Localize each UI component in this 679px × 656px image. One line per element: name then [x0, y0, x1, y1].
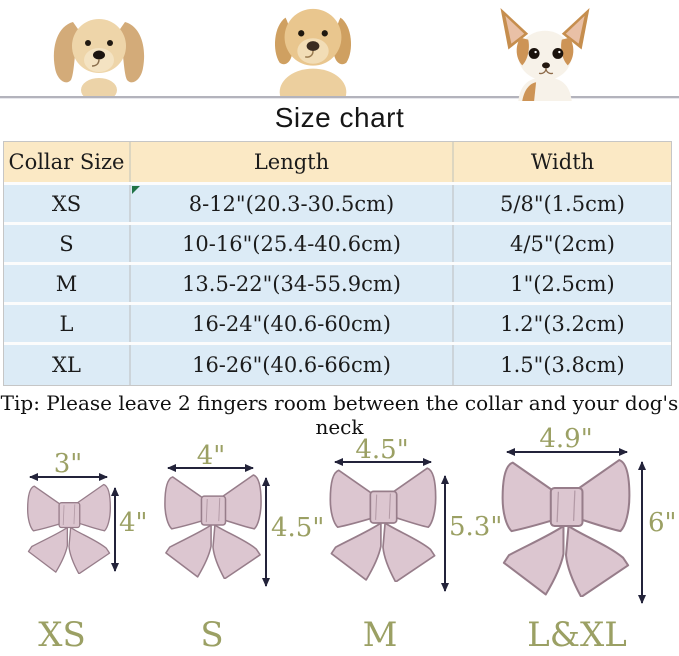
- height-dimension-label: 6": [648, 508, 677, 538]
- height-arrow-s: [261, 477, 270, 587]
- cell-length: 16-26"(40.6-66cm): [131, 345, 454, 385]
- cell-comment-marker: [132, 186, 140, 194]
- horizontal-divider: [0, 96, 679, 99]
- bow-size-label: XS: [38, 615, 86, 655]
- bow-size-label: M: [362, 615, 398, 655]
- cell-length: 13.5-22"(34-55.9cm): [131, 265, 454, 302]
- height-dimension-label: 4.5": [271, 513, 325, 543]
- size-table: Collar Size Length Width XS 8-12"(20.3-3…: [3, 141, 672, 386]
- height-arrow-lxl: [637, 461, 646, 604]
- table-row: XS 8-12"(20.3-30.5cm) 5/8"(1.5cm): [4, 185, 671, 225]
- cell-size: L: [4, 305, 131, 342]
- cell-width: 4/5"(2cm): [510, 231, 615, 256]
- height-arrow-m: [440, 475, 449, 592]
- cell-length: 8-12"(20.3-30.5cm): [131, 185, 454, 222]
- width-arrow-s: [167, 463, 254, 472]
- width-dimension-label: 4": [196, 441, 226, 471]
- cell-width: 5/8"(1.5cm): [500, 191, 625, 216]
- golden-retriever-puppy-photo: [274, 8, 352, 98]
- table-header-row: Collar Size Length Width: [4, 142, 671, 185]
- tip-text: Tip: Please leave 2 fingers room between…: [0, 391, 679, 439]
- bow-size-label: S: [200, 615, 224, 655]
- cell-size: XS: [4, 185, 131, 222]
- table-row: XL 16-26"(40.6-66cm) 1.5"(3.8cm): [4, 345, 671, 385]
- height-dimension-label: 4": [119, 508, 148, 538]
- cell-width: 1.2"(3.2cm): [500, 311, 625, 336]
- table-row: L 16-24"(40.6-60cm) 1.2"(3.2cm): [4, 305, 671, 345]
- width-dimension-label: 4.9": [539, 424, 593, 454]
- cell-size: M: [4, 265, 131, 302]
- height-dimension-label: 5.3": [449, 512, 503, 542]
- cell-length: 16-24"(40.6-60cm): [131, 305, 454, 342]
- cell-length-text: 8-12"(20.3-30.5cm): [188, 191, 395, 216]
- cell-size: S: [4, 225, 131, 262]
- bow-size-label: L&XL: [527, 615, 627, 655]
- column-header-collar-size: Collar Size: [4, 142, 131, 182]
- table-row: M 13.5-22"(34-55.9cm) 1"(2.5cm): [4, 265, 671, 305]
- width-arrow-m: [334, 457, 432, 466]
- width-arrow-lxl: [506, 447, 628, 456]
- table-row: S 10-16"(25.4-40.6cm) 4/5"(2cm): [4, 225, 671, 265]
- chihuahua-photo: [500, 7, 590, 101]
- height-arrow-xs: [110, 487, 119, 572]
- column-header-width: Width: [530, 150, 595, 174]
- bow-illustration-xs: [26, 483, 112, 574]
- column-header-length: Length: [131, 142, 454, 182]
- cell-size: XL: [4, 345, 131, 385]
- width-dimension-label: 3": [53, 449, 83, 479]
- cell-width: 1.5"(3.8cm): [500, 353, 625, 377]
- bow-illustration-s: [164, 474, 262, 579]
- spaniel-puppy-photo: [53, 19, 145, 98]
- cell-width: 1"(2.5cm): [510, 271, 615, 296]
- width-dimension-label: 4.5": [355, 435, 409, 465]
- page-title: Size chart: [274, 102, 405, 133]
- cell-length: 10-16"(25.4-40.6cm): [131, 225, 454, 262]
- width-arrow-xs: [29, 472, 108, 481]
- bow-illustration-m: [329, 467, 437, 582]
- bow-illustration-lxl: [501, 459, 631, 597]
